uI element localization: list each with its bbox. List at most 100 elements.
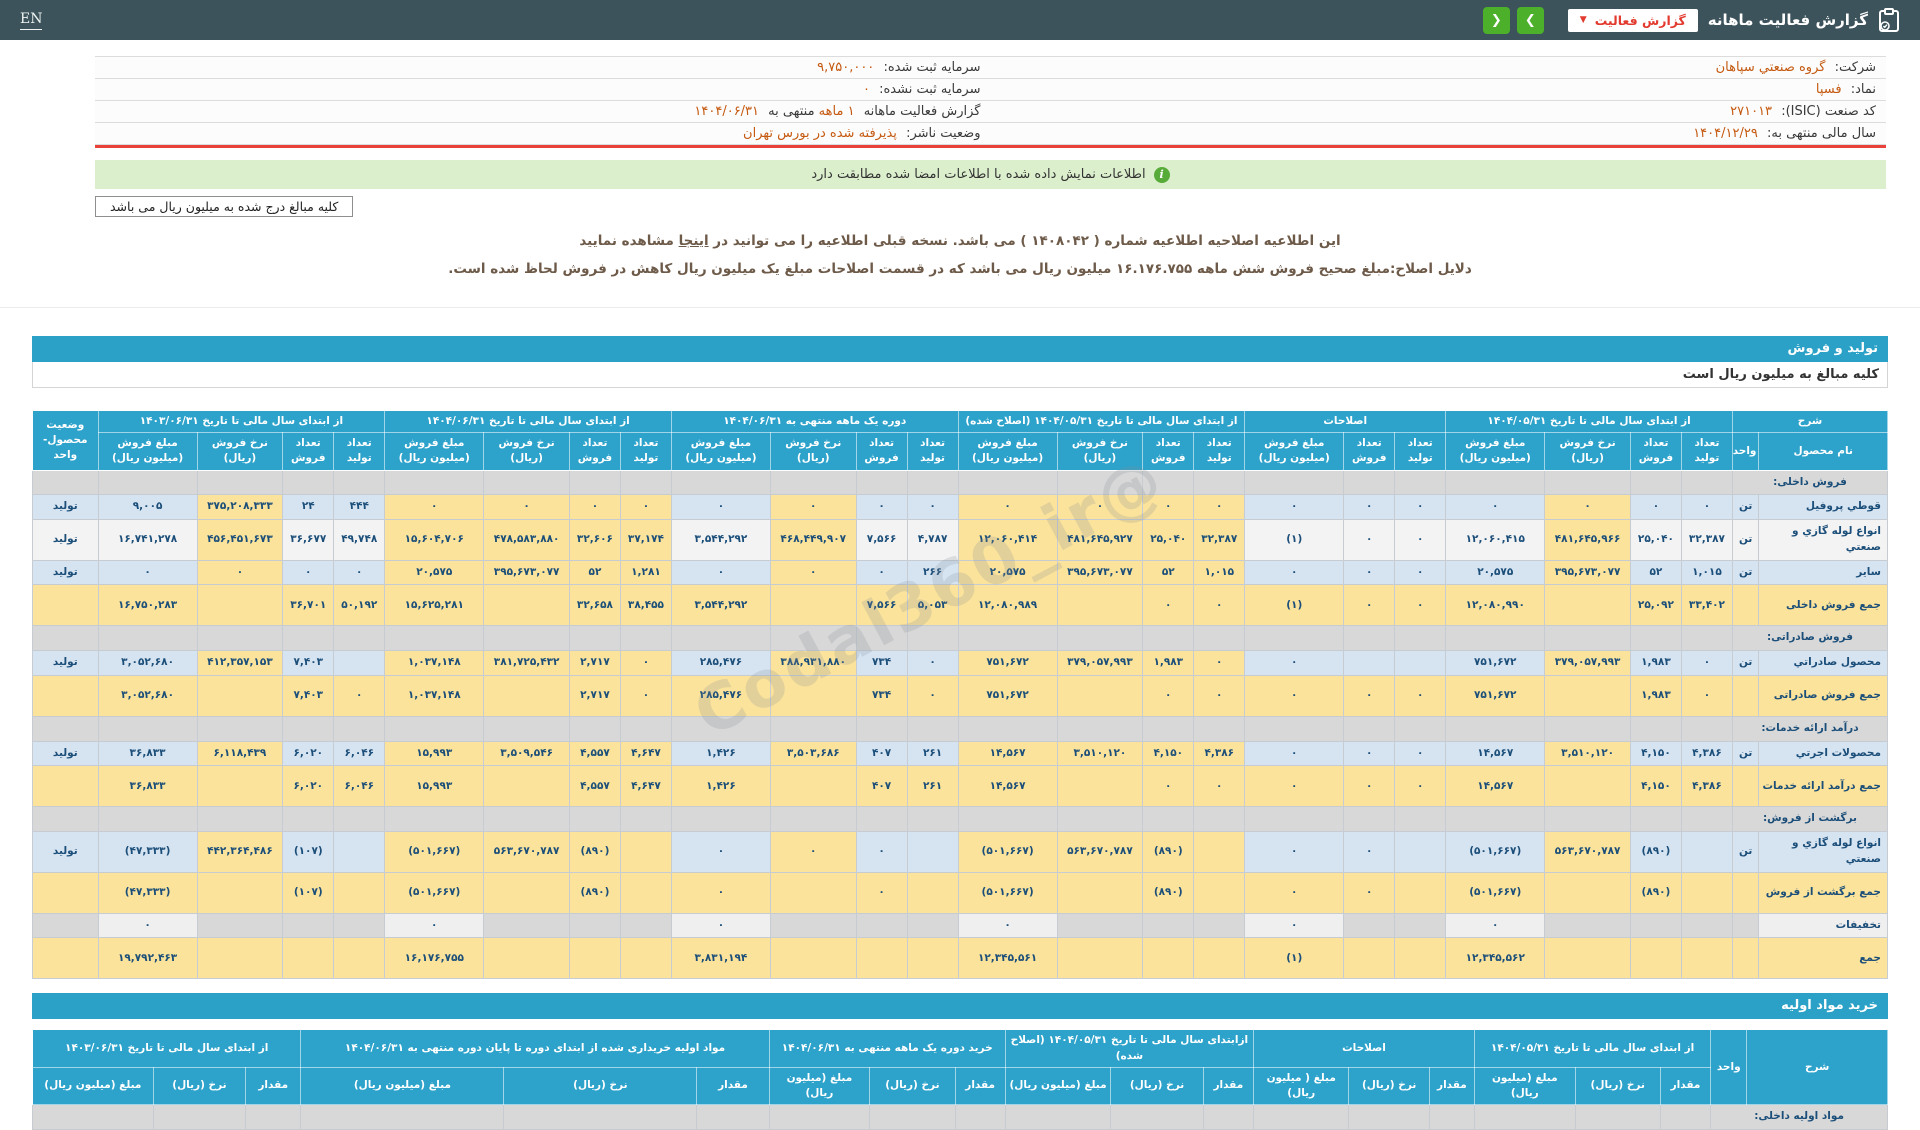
table-cell bbox=[1142, 912, 1195, 939]
table-cell: (۵۰۱,۶۶۷) bbox=[1445, 871, 1546, 914]
table-cell bbox=[619, 871, 672, 914]
table-cell: ۳,۵۱۰,۱۲۰ bbox=[1056, 740, 1144, 767]
table-cell: ۰ bbox=[1193, 674, 1246, 717]
table-cell bbox=[333, 650, 386, 676]
table-cell: ۴,۷۸۷ bbox=[906, 519, 959, 561]
table-cell bbox=[1544, 765, 1631, 808]
table-cell bbox=[97, 625, 198, 652]
table-cell: ۱۹,۷۹۲,۴۶۳ bbox=[97, 937, 198, 980]
status-cell bbox=[32, 674, 99, 717]
table-cell bbox=[1244, 806, 1345, 833]
table-cell bbox=[1629, 469, 1682, 496]
table-cell bbox=[855, 806, 908, 833]
table-cell bbox=[1680, 871, 1733, 914]
table-cell: ۴,۶۴۷ bbox=[619, 740, 672, 767]
sub-column-header: تعداد فروش bbox=[1343, 432, 1396, 471]
table-cell: ۱,۰۱۵ bbox=[1193, 559, 1246, 586]
table-cell: ۳۶,۷۰۱ bbox=[282, 584, 335, 627]
amount-unit-note: کلیه مبالغ درج شده به میلیون ریال می باش… bbox=[95, 196, 354, 217]
table-cell: ۳۷۹,۰۵۷,۹۹۳ bbox=[1056, 650, 1144, 676]
sub-column-header: تعداد فروش bbox=[1629, 432, 1682, 471]
table-cell: ۰ bbox=[769, 559, 857, 586]
table-cell: ۴۹,۷۴۸ bbox=[333, 519, 386, 561]
unit-cell bbox=[1731, 674, 1760, 717]
table-cell bbox=[1142, 469, 1195, 496]
prev-report-button[interactable]: ❮ bbox=[1482, 6, 1510, 34]
table-cell bbox=[1544, 715, 1631, 742]
purchase-group-header: مواد اولیه خریداری شده از ابتدای دوره تا… bbox=[300, 1029, 770, 1068]
table-cell bbox=[282, 806, 335, 833]
info-row: نماد: فسپا سرمایه ثبت نشده: ۰ bbox=[95, 78, 1886, 101]
table-cell bbox=[1394, 937, 1447, 980]
table-cell: ۳,۵۰۳,۶۸۶ bbox=[769, 740, 857, 767]
table-cell: ۴۷۸,۵۸۳,۸۸۰ bbox=[483, 519, 570, 561]
table-cell: ۴,۱۵۰ bbox=[1629, 765, 1682, 808]
table-cell: (۱) bbox=[1244, 584, 1345, 627]
table-cell: ۰ bbox=[670, 831, 771, 873]
table-cell bbox=[906, 715, 959, 742]
sub-column-header: مبلغ فروش (میلیون ریال) bbox=[1244, 432, 1345, 471]
status-cell: تولید bbox=[32, 650, 99, 676]
table-cell: ۰ bbox=[1244, 494, 1345, 521]
table-cell: ۰ bbox=[1680, 650, 1733, 676]
table-cell bbox=[855, 912, 908, 939]
previous-version-link[interactable]: اینجا bbox=[678, 233, 709, 249]
table-cell bbox=[1343, 715, 1396, 742]
table-cell: ۰ bbox=[1056, 494, 1144, 521]
table-cell: ۵,۰۵۳ bbox=[906, 584, 959, 627]
sub-column-header: نرخ فروش (ریال) bbox=[769, 432, 857, 471]
production-table: شرح از ابتدای سال مالی تا تاریخ ۱۴۰۴/۰۵/۳… bbox=[32, 409, 1889, 980]
sub-column-header: مبلغ (میلیون ریال) bbox=[300, 1066, 505, 1106]
registered-capital-value: ۹,۷۵۰,۰۰۰ bbox=[817, 60, 875, 75]
table-cell bbox=[1193, 469, 1246, 496]
table-cell bbox=[300, 1104, 505, 1130]
table-cell bbox=[1244, 715, 1345, 742]
table-cell: ۰ bbox=[1343, 519, 1396, 561]
report-type-dropdown[interactable]: گزارش فعالیت ▼ bbox=[1567, 8, 1698, 32]
table-cell: ۱۲,۰۸۰,۹۸۹ bbox=[957, 584, 1058, 627]
table-cell: ۰ bbox=[1244, 674, 1345, 717]
table-cell bbox=[1193, 871, 1246, 914]
language-switch-en[interactable]: EN bbox=[20, 11, 43, 30]
table-cell: ۷۳۴ bbox=[855, 674, 908, 717]
sub-column-header: تعداد تولید bbox=[1680, 432, 1733, 471]
table-cell bbox=[619, 937, 672, 980]
table-cell: ۱,۰۳۷,۱۴۸ bbox=[384, 674, 485, 717]
table-cell bbox=[333, 625, 386, 652]
table-cell: ۰ bbox=[1142, 584, 1195, 627]
table-cell bbox=[1343, 625, 1396, 652]
table-cell bbox=[957, 806, 1058, 833]
sub-column-header: تعداد فروش bbox=[1142, 432, 1195, 471]
next-report-button[interactable]: ❯ bbox=[1516, 6, 1544, 34]
group-header: اصلاحات bbox=[1244, 409, 1447, 434]
table-cell: ۰ bbox=[333, 674, 386, 717]
table-cell: ۰ bbox=[1244, 559, 1345, 586]
table-cell bbox=[1574, 1104, 1661, 1130]
table-cell: ۰ bbox=[1343, 831, 1396, 873]
table-cell bbox=[1056, 912, 1144, 939]
table-cell: ۶,۰۴۶ bbox=[333, 765, 386, 808]
table-cell bbox=[1056, 584, 1144, 627]
sub-column-header: نرخ (ریال) bbox=[152, 1066, 247, 1106]
amendment-notice-tail: مشاهده نمایید bbox=[579, 233, 679, 249]
amendment-notice: این اطلاعیه اصلاحیه اطلاعیه شماره ( ۱۴۰۸… bbox=[0, 233, 1920, 249]
table-cell: ۰ bbox=[97, 912, 198, 939]
table-cell: ۰ bbox=[1343, 740, 1396, 767]
table-cell bbox=[483, 674, 570, 717]
issuer-status-value: پذیرفته شده در بورس تهران bbox=[743, 126, 897, 141]
table-cell: ۳۲,۶۵۸ bbox=[568, 584, 621, 627]
table-cell: ۰ bbox=[1394, 559, 1447, 586]
unit-cell bbox=[1731, 871, 1760, 914]
table-cell: ۵۲ bbox=[568, 559, 621, 586]
table-cell: ۴۰۷ bbox=[855, 765, 908, 808]
table-cell bbox=[196, 937, 284, 980]
table-cell: ۰ bbox=[1343, 765, 1396, 808]
unit-cell bbox=[1731, 765, 1760, 808]
table-cell: ۷۵۱,۶۷۲ bbox=[1445, 674, 1546, 717]
section-row: فروش داخلی: bbox=[32, 469, 1889, 496]
table-cell: ۰ bbox=[1142, 765, 1195, 808]
table-cell bbox=[1056, 625, 1144, 652]
product-row: محصولات اجرتي تن ۴,۳۸۶ ۴,۱۵۰ ۳,۵۱۰,۱۲۰ ۱۴,۵۶۷… bbox=[32, 740, 1888, 767]
table-cell: ۰ bbox=[1394, 519, 1447, 561]
table-cell: ۴۸۱,۶۴۵,۹۶۶ bbox=[1544, 519, 1631, 561]
